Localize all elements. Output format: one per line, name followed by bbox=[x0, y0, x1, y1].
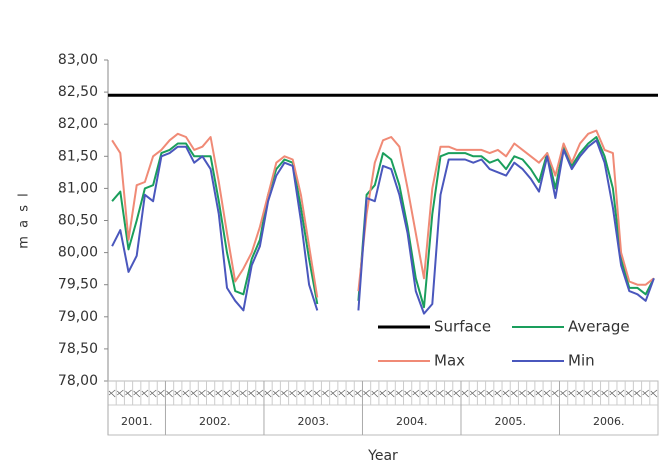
month-label-scribble bbox=[256, 389, 264, 398]
month-label-scribble bbox=[601, 389, 609, 398]
year-label: 2001. bbox=[121, 415, 153, 428]
month-label-scribble bbox=[190, 389, 198, 398]
month-label-scribble bbox=[322, 389, 329, 398]
month-label-scribble bbox=[420, 389, 428, 398]
y-tick-label: 81,50 bbox=[58, 148, 98, 164]
month-label-scribble bbox=[404, 389, 412, 398]
month-label-scribble bbox=[363, 389, 370, 398]
month-label-scribble bbox=[182, 389, 190, 398]
month-label-scribble bbox=[313, 389, 321, 398]
series-line bbox=[111, 136, 655, 309]
month-label-scribble bbox=[642, 389, 650, 398]
month-label-scribble bbox=[231, 389, 239, 398]
month-label-scribble bbox=[428, 389, 436, 398]
month-label-scribble bbox=[223, 389, 231, 398]
y-tick-label: 79,50 bbox=[58, 277, 98, 293]
y-tick-label: 78,00 bbox=[58, 373, 98, 389]
month-label-scribble bbox=[346, 389, 354, 398]
legend-label: Surface bbox=[434, 318, 491, 336]
month-label-scribble bbox=[371, 389, 379, 398]
y-tick-label: 82,50 bbox=[58, 84, 98, 100]
month-label-scribble bbox=[486, 389, 494, 398]
month-label-scribble bbox=[396, 389, 403, 398]
legend-label: Average bbox=[568, 318, 630, 336]
month-label-scribble bbox=[149, 389, 157, 398]
legend-label: Max bbox=[434, 352, 465, 370]
year-label: 2003. bbox=[297, 415, 329, 428]
month-label-scribble bbox=[207, 389, 214, 398]
month-label-scribble bbox=[478, 389, 485, 398]
month-label-scribble bbox=[453, 389, 461, 398]
month-label-scribble bbox=[560, 389, 567, 398]
month-label-scribble bbox=[437, 389, 444, 398]
month-label-scribble bbox=[379, 389, 387, 398]
month-label-scribble bbox=[609, 389, 617, 398]
month-label-scribble bbox=[625, 389, 633, 398]
month-label-scribble bbox=[116, 389, 124, 398]
month-label-scribble bbox=[289, 389, 297, 398]
y-axis-label: m a s l bbox=[17, 191, 32, 248]
month-label-scribble bbox=[535, 389, 543, 398]
legend-label: Min bbox=[568, 352, 595, 370]
y-tick-label: 80,50 bbox=[58, 213, 98, 229]
month-label-scribble bbox=[543, 389, 551, 398]
month-label-scribble bbox=[469, 389, 477, 398]
month-label-scribble bbox=[199, 389, 206, 398]
y-tick-label: 82,00 bbox=[58, 116, 98, 132]
month-label-scribble bbox=[297, 389, 305, 398]
month-label-scribble bbox=[125, 389, 132, 398]
series-line bbox=[111, 139, 655, 315]
month-label-scribble bbox=[248, 389, 256, 398]
year-label: 2004. bbox=[396, 415, 428, 428]
month-label-scribble bbox=[617, 389, 625, 398]
year-label: 2002. bbox=[199, 415, 231, 428]
month-label-scribble bbox=[305, 389, 313, 398]
month-label-scribble bbox=[461, 389, 469, 398]
month-label-scribble bbox=[281, 389, 288, 398]
month-label-scribble bbox=[387, 389, 395, 398]
month-label-scribble bbox=[240, 389, 247, 398]
month-label-scribble bbox=[502, 389, 510, 398]
month-label-scribble bbox=[552, 389, 559, 398]
year-label: 2006. bbox=[593, 415, 625, 428]
month-label-scribble bbox=[133, 389, 141, 398]
month-label-scribble bbox=[264, 389, 272, 398]
y-tick-label: 78,50 bbox=[58, 341, 98, 357]
month-label-scribble bbox=[272, 389, 280, 398]
month-label-scribble bbox=[166, 389, 173, 398]
month-label-scribble bbox=[510, 389, 518, 398]
y-tick-label: 81,00 bbox=[58, 180, 98, 196]
month-label-scribble bbox=[494, 389, 502, 398]
month-label-scribble bbox=[445, 389, 453, 398]
year-label: 2005. bbox=[494, 415, 526, 428]
month-label-scribble bbox=[576, 389, 584, 398]
month-label-scribble bbox=[527, 389, 535, 398]
month-label-scribble bbox=[593, 389, 600, 398]
month-label-scribble bbox=[330, 389, 338, 398]
month-label-scribble bbox=[650, 389, 658, 398]
y-tick-label: 83,00 bbox=[58, 52, 98, 68]
month-label-scribble bbox=[108, 389, 116, 398]
month-label-scribble bbox=[215, 389, 223, 398]
month-label-scribble bbox=[141, 389, 149, 398]
month-label-scribble bbox=[412, 389, 420, 398]
series-line bbox=[111, 129, 655, 298]
month-label-scribble bbox=[584, 389, 592, 398]
y-tick-label: 80,00 bbox=[58, 245, 98, 261]
month-label-scribble bbox=[519, 389, 526, 398]
month-label-scribble bbox=[174, 389, 182, 398]
x-axis-label: Year bbox=[367, 448, 398, 464]
y-tick-label: 79,00 bbox=[58, 309, 98, 325]
month-label-scribble bbox=[634, 389, 641, 398]
month-label-scribble bbox=[354, 389, 362, 398]
month-label-scribble bbox=[338, 389, 346, 398]
month-label-scribble bbox=[157, 389, 165, 398]
month-label-scribble bbox=[568, 389, 576, 398]
